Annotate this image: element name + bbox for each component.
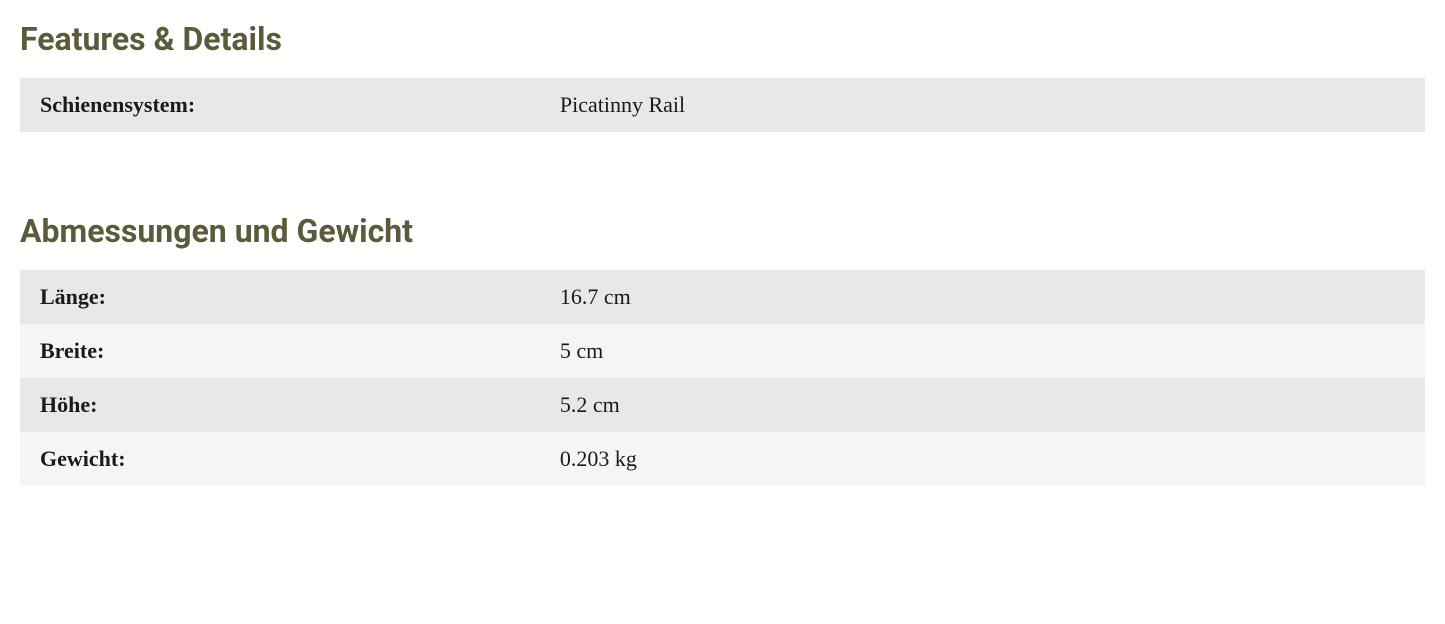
spec-label: Schienensystem: bbox=[20, 78, 540, 132]
spec-label: Höhe: bbox=[20, 378, 540, 432]
table-row: Gewicht:0.203 kg bbox=[20, 432, 1425, 486]
table-row: Schienensystem:Picatinny Rail bbox=[20, 78, 1425, 132]
spec-label: Gewicht: bbox=[20, 432, 540, 486]
spec-sections-container: Features & Details Schienensystem:Picatin… bbox=[20, 20, 1425, 486]
table-row: Länge:16.7 cm bbox=[20, 270, 1425, 324]
spec-section: Features & Details Schienensystem:Picatin… bbox=[20, 20, 1425, 132]
spec-value: 5.2 cm bbox=[540, 378, 1425, 432]
section-heading: Abmessungen und Gewicht bbox=[20, 212, 1425, 250]
spec-value: 0.203 kg bbox=[540, 432, 1425, 486]
section-heading: Features & Details bbox=[20, 20, 1425, 58]
table-row: Breite:5 cm bbox=[20, 324, 1425, 378]
spec-value: 16.7 cm bbox=[540, 270, 1425, 324]
spec-table: Länge:16.7 cmBreite:5 cmHöhe:5.2 cmGewic… bbox=[20, 270, 1425, 486]
spec-value: Picatinny Rail bbox=[540, 78, 1425, 132]
spec-section: Abmessungen und Gewicht Länge:16.7 cmBrei… bbox=[20, 212, 1425, 486]
spec-label: Breite: bbox=[20, 324, 540, 378]
spec-table: Schienensystem:Picatinny Rail bbox=[20, 78, 1425, 132]
table-row: Höhe:5.2 cm bbox=[20, 378, 1425, 432]
spec-value: 5 cm bbox=[540, 324, 1425, 378]
spec-label: Länge: bbox=[20, 270, 540, 324]
